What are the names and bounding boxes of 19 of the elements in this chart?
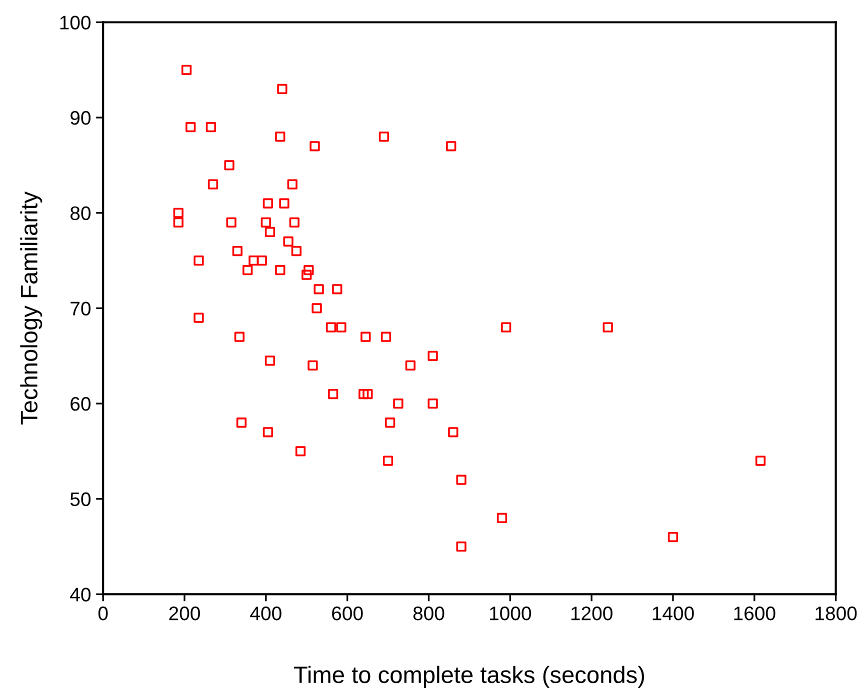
y-tick-label: 80 (70, 206, 91, 220)
y-tick-label: 40 (70, 588, 91, 602)
y-tick-label: 90 (70, 111, 91, 125)
x-tick-label: 0 (98, 606, 108, 620)
x-axis-title: Time to complete tasks (seconds) (294, 666, 644, 688)
x-tick-label: 1600 (734, 606, 776, 620)
x-tick-label: 800 (413, 606, 444, 620)
x-tick-label: 1000 (490, 606, 532, 620)
x-tick-label: 200 (169, 606, 200, 620)
y-tick-label: 60 (70, 397, 91, 411)
y-tick-label: 70 (70, 302, 91, 316)
y-tick-label: 50 (70, 492, 91, 506)
y-axis-title: Technology Familiarity (20, 191, 42, 424)
x-tick-label: 600 (332, 606, 363, 620)
x-tick-label: 1800 (816, 606, 857, 620)
x-tick-label: 1200 (571, 606, 612, 620)
x-tick-label: 1400 (652, 606, 694, 620)
y-tick-label: 100 (60, 16, 91, 30)
x-tick-label: 400 (250, 606, 282, 620)
